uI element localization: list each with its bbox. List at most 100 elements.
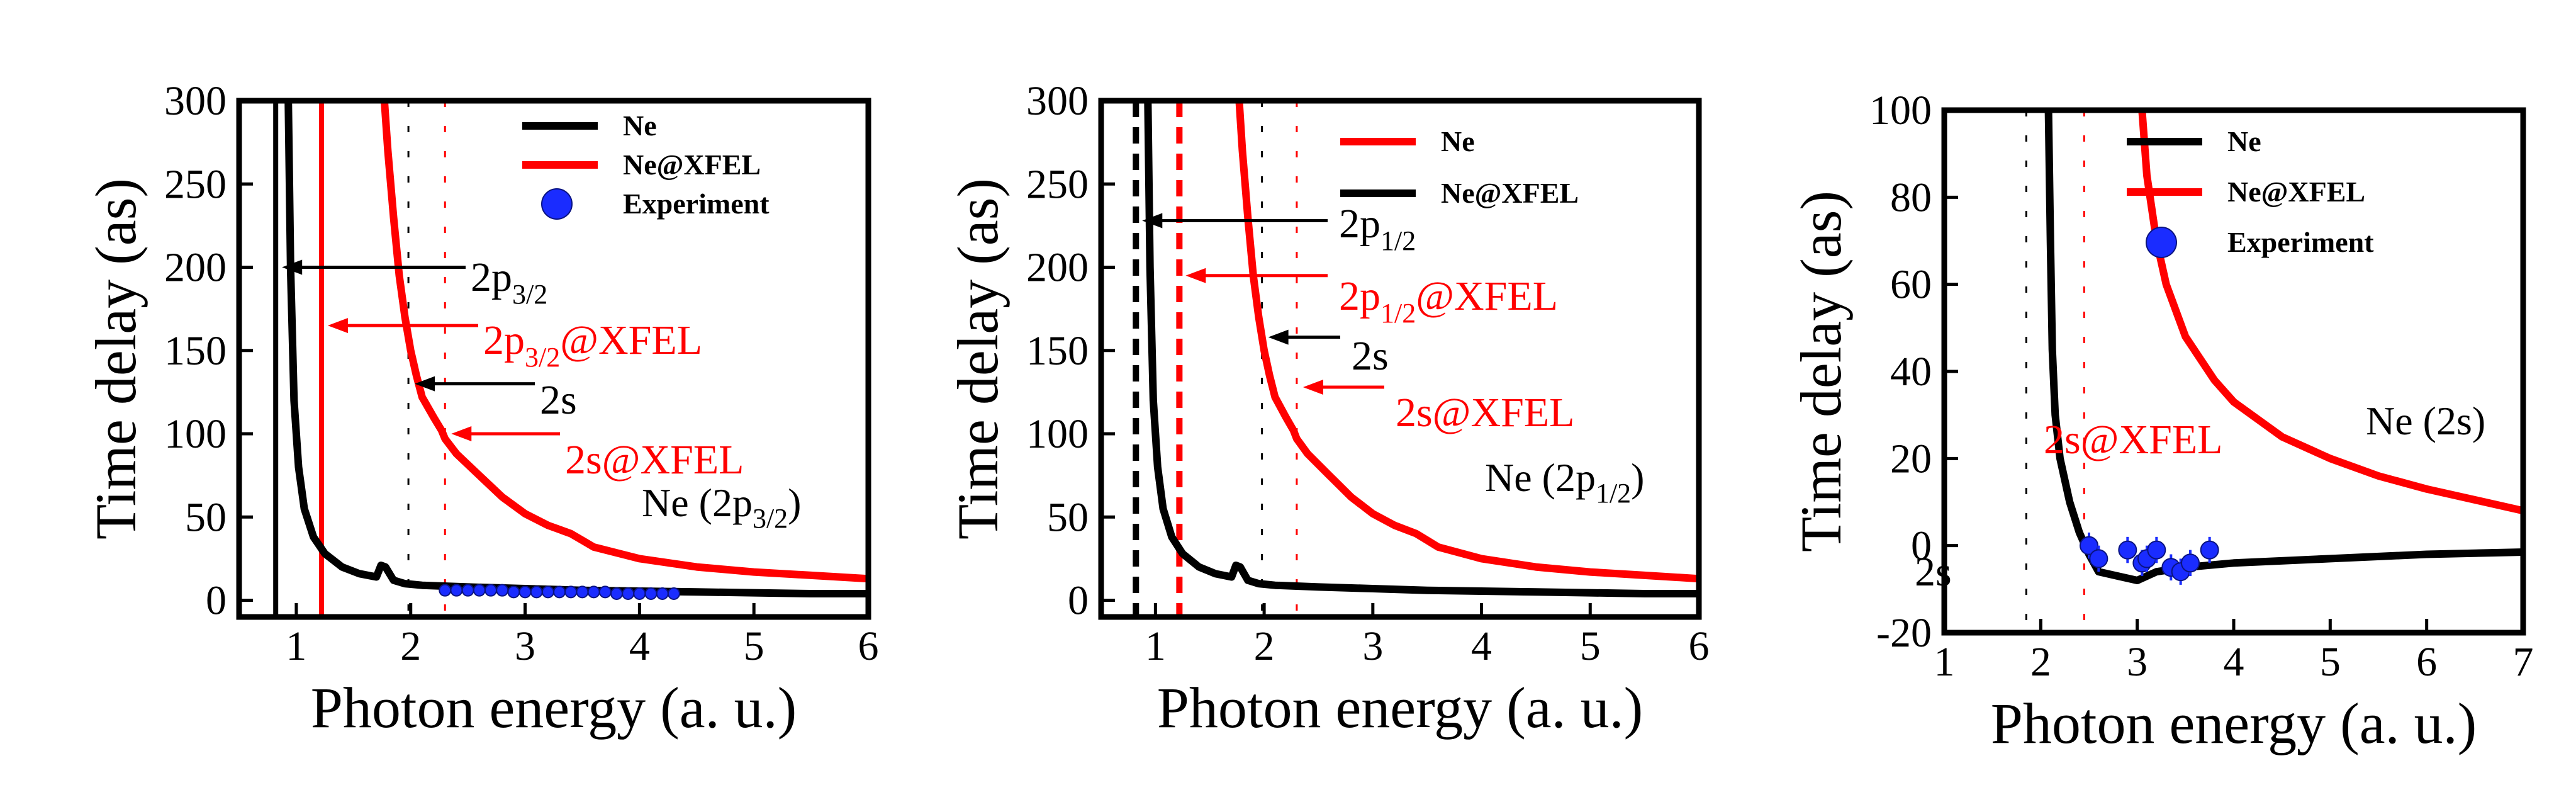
data-point xyxy=(622,587,635,600)
data-point xyxy=(2181,553,2200,573)
data-point xyxy=(541,585,554,599)
data-point xyxy=(644,587,658,600)
annotation-arrowhead xyxy=(1185,268,1206,283)
x-tick-label: 7 xyxy=(2513,639,2534,685)
y-axis-label: Time delay (as) xyxy=(946,178,1010,540)
x-tick-label: 1 xyxy=(286,623,306,669)
x-axis-label: Photon energy (a. u.) xyxy=(311,675,797,740)
y-tick-label: 60 xyxy=(1890,262,1932,308)
x-tick-label: 1 xyxy=(1145,623,1166,669)
data-point xyxy=(496,584,509,597)
data-point xyxy=(2118,540,2137,560)
y-tick-label: 100 xyxy=(1026,411,1089,457)
data-point xyxy=(473,584,486,597)
data-point xyxy=(2200,540,2219,560)
y-tick-label: 20 xyxy=(1890,436,1932,482)
data-point xyxy=(530,585,543,599)
legend-marker xyxy=(541,188,573,220)
annotation-arrowhead xyxy=(451,426,472,442)
x-axis-label: Photon energy (a. u.) xyxy=(1157,675,1643,740)
y-tick-label: 100 xyxy=(1869,88,1932,133)
chart-panel-3: 1 2 3 4 5 6 7 -20 0 20 40 60 80 100 Photon energy (a. … xyxy=(1789,88,2534,755)
legend-marker xyxy=(2146,227,2177,258)
y-tick-label: 100 xyxy=(164,411,227,457)
annotation-label: 2s@XFEL xyxy=(565,437,744,483)
panel-label: Ne (2p1/2) xyxy=(1485,455,1644,509)
panel-label: Ne (2p3/2) xyxy=(642,480,801,534)
y-tick-label: 250 xyxy=(164,161,227,207)
y-axis-label: Time delay (as) xyxy=(1789,191,1853,552)
y-tick-label: 250 xyxy=(1026,161,1089,207)
legend-label: Ne xyxy=(2227,125,2261,157)
annotation-label: 2s@XFEL xyxy=(1396,390,1574,436)
data-point xyxy=(507,585,520,599)
x-tick-label: 4 xyxy=(1471,623,1492,669)
panel-label: Ne (2s) xyxy=(2366,398,2485,443)
annotation-arrowhead xyxy=(1268,329,1289,345)
plot-frame xyxy=(236,98,871,620)
y-tick-label: 0 xyxy=(1068,578,1089,624)
data-point xyxy=(598,585,612,599)
data-point xyxy=(484,584,497,597)
x-tick-label: 4 xyxy=(2224,639,2244,685)
y-tick-label: -20 xyxy=(1876,610,1932,656)
series-ne-line xyxy=(1144,101,1699,597)
x-tick-label: 5 xyxy=(744,623,764,669)
annotation-label: 2s xyxy=(540,377,577,423)
data-point xyxy=(461,584,474,597)
x-axis-label: Photon energy (a. u.) xyxy=(1991,691,2477,755)
x-tick-label: 2 xyxy=(1254,623,1275,669)
annotation-arrowhead xyxy=(282,259,303,275)
plot-frame xyxy=(1098,98,1702,620)
legend-label: Ne@XFEL xyxy=(623,149,761,181)
annotation-label: 2p1/2 xyxy=(1339,201,1416,256)
y-tick-label: 40 xyxy=(1890,349,1932,395)
x-tick-label: 6 xyxy=(2416,639,2437,685)
annotation-arrowhead xyxy=(1142,213,1163,229)
legend-label: Ne@XFEL xyxy=(1441,177,1579,209)
x-tick-label: 2 xyxy=(2030,639,2051,685)
data-point xyxy=(610,587,623,600)
y-tick-label: 200 xyxy=(1026,245,1089,291)
data-point xyxy=(564,585,578,599)
x-tick-label: 6 xyxy=(1689,623,1710,669)
data-point xyxy=(2089,549,2108,568)
x-tick-label: 3 xyxy=(1362,623,1383,669)
y-axis-label: Time delay (as) xyxy=(84,178,148,540)
data-point xyxy=(518,585,532,599)
y-tick-label: 300 xyxy=(164,78,227,124)
annotation-arrowhead xyxy=(415,376,435,392)
x-tick-label: 5 xyxy=(1580,623,1601,669)
x-tick-label: 1 xyxy=(1934,639,1955,685)
annotation-label: 2s xyxy=(1915,549,1952,595)
x-tick-label: 3 xyxy=(2127,639,2148,685)
annotation-arrowhead xyxy=(1302,379,1323,395)
series-ne-line xyxy=(2044,110,2523,584)
data-point xyxy=(667,587,680,600)
y-tick-label: 50 xyxy=(185,494,227,540)
x-tick-label: 5 xyxy=(2320,639,2341,685)
y-tick-label: 300 xyxy=(1026,78,1089,124)
x-tick-label: 3 xyxy=(515,623,535,669)
chart-panel-1: 1 2 3 4 5 6 0 50 100 150 200 250 300 Photon energy (a… xyxy=(84,78,879,740)
y-tick-label: 0 xyxy=(1911,523,1932,569)
annotation-arrowhead xyxy=(327,318,348,334)
data-point xyxy=(576,585,589,599)
annotation-label: 2p3/2 xyxy=(471,254,547,310)
data-point xyxy=(633,587,646,600)
series-ne-xfel-line xyxy=(1235,101,1699,583)
x-tick-label: 6 xyxy=(858,623,879,669)
legend-label: Ne xyxy=(1441,125,1475,157)
chart-panel-2: 1 2 3 4 5 6 0 50 100 150 200 250 300 Photon energy (a… xyxy=(946,78,1710,740)
y-tick-label: 50 xyxy=(1047,494,1089,540)
data-point xyxy=(450,584,463,597)
annotation-label: 2p3/2@XFEL xyxy=(483,317,702,373)
data-point xyxy=(439,584,452,597)
legend-label: Ne xyxy=(623,110,657,142)
data-point xyxy=(656,587,669,600)
y-tick-label: 200 xyxy=(164,245,227,291)
annotation-label: 2p1/2@XFEL xyxy=(1339,273,1558,329)
legend-label: Experiment xyxy=(623,188,770,220)
data-point xyxy=(553,585,566,599)
